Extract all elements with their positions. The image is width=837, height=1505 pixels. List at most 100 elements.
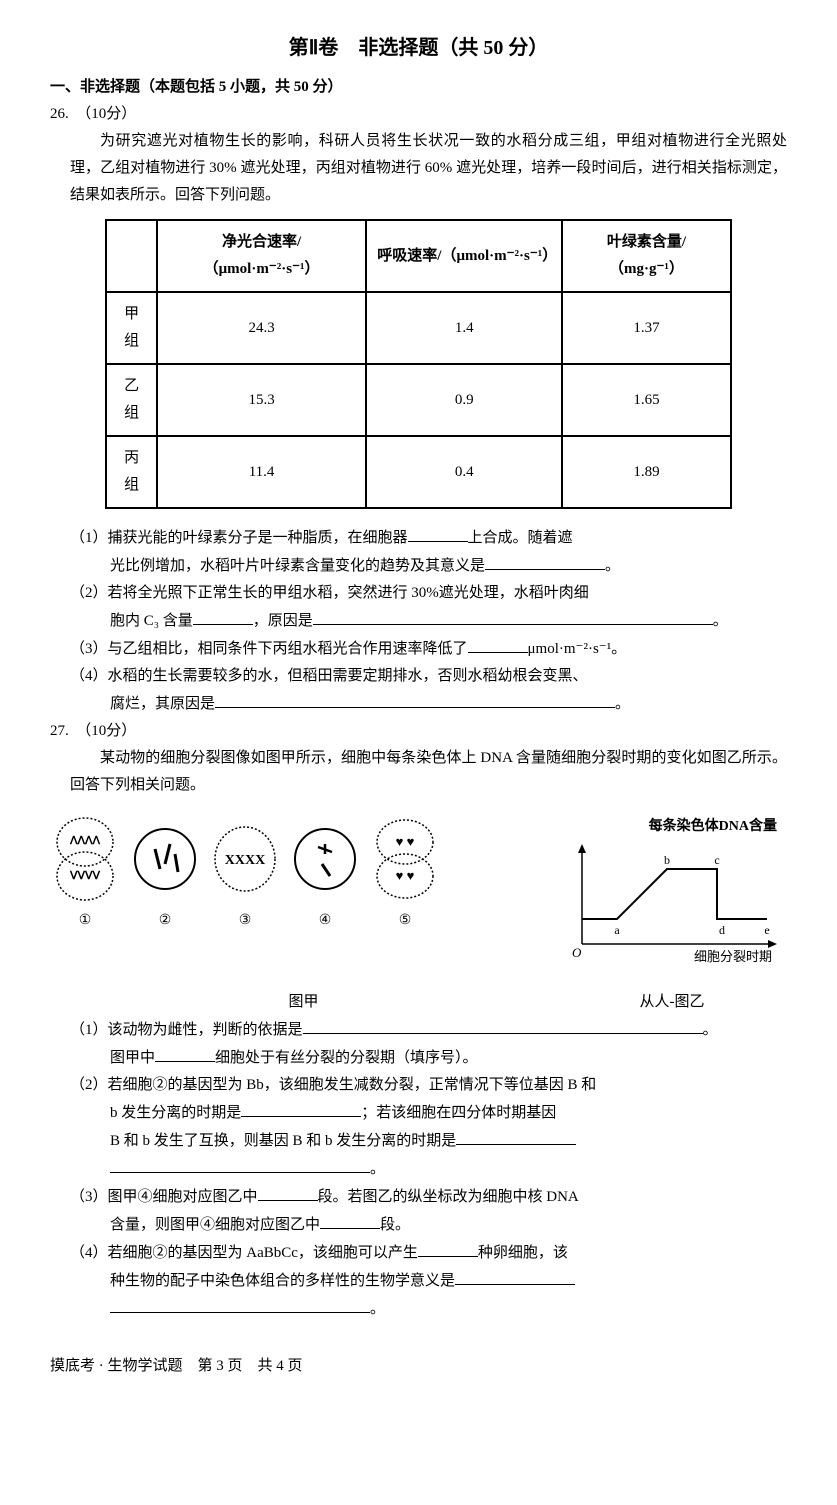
table-row: 乙组 15.3 0.9 1.65 bbox=[106, 364, 730, 436]
q26-sub2-cont: 胞内 C₃ 含量 ，原因是 。 bbox=[110, 607, 787, 635]
table-header-row: 净光合速率/（μmol·m⁻²·s⁻¹） 呼吸速率/（μmol·m⁻²·s⁻¹）… bbox=[106, 220, 730, 292]
text: 。 bbox=[370, 1301, 385, 1317]
q26-sub1: （1）捕获光能的叶绿素分子是一种脂质，在细胞器上合成。随着遮 bbox=[70, 524, 787, 552]
q27-sub2: （2）若细胞②的基因型为 Bb，该细胞发生减数分裂，正常情况下等位基因 B 和 bbox=[70, 1072, 787, 1099]
q26-intro: 为研究遮光对植物生长的影响，科研人员将生长状况一致的水稻分成三组，甲组对植物进行… bbox=[70, 128, 787, 209]
cell-label: ⑤ bbox=[370, 908, 440, 933]
text: 种卵细胞，该 bbox=[478, 1245, 568, 1261]
q27-number: 27. （10分） bbox=[50, 718, 787, 745]
text: 种生物的配子中染色体组合的多样性的生物学意义是 bbox=[110, 1273, 455, 1289]
chart-box: 每条染色体DNA含量 a b c d e O 细胞分裂时期 bbox=[557, 814, 787, 979]
chart-ylabel: 每条染色体DNA含量 bbox=[557, 814, 787, 839]
text: 胞内 C₃ 含量 bbox=[110, 613, 193, 629]
cell-3: XXXX ③ bbox=[210, 814, 280, 933]
text: ；若该细胞在四分体时期基因 bbox=[361, 1105, 556, 1121]
cell: 甲组 bbox=[106, 292, 157, 364]
blank bbox=[258, 1183, 318, 1201]
blank bbox=[241, 1099, 361, 1117]
blank bbox=[155, 1044, 215, 1062]
text: 上合成。随着遮 bbox=[468, 530, 573, 546]
text: 段。若图乙的纵坐标改为细胞中核 DNA bbox=[318, 1189, 579, 1205]
cell-diagram-icon: XXXX bbox=[210, 814, 280, 904]
cell-1: ᐱᐱᐱᐱ ᐯᐯᐯᐯ ① bbox=[50, 814, 120, 933]
q27-sub4-cont: 种生物的配子中染色体组合的多样性的生物学意义是 bbox=[110, 1267, 787, 1295]
blank bbox=[110, 1155, 370, 1173]
point-e: e bbox=[764, 923, 769, 937]
text: 光比例增加，水稻叶片叶绿素含量变化的趋势及其意义是 bbox=[110, 558, 485, 574]
cell-label: ② bbox=[130, 908, 200, 933]
q27-sub2-cont: b 发生分离的时期是 ；若该细胞在四分体时期基因 bbox=[110, 1099, 787, 1127]
cell: 24.3 bbox=[157, 292, 366, 364]
point-d: d bbox=[719, 923, 725, 937]
fig1-caption: 图甲 bbox=[50, 989, 557, 1016]
th2: 呼吸速率/（μmol·m⁻²·s⁻¹） bbox=[366, 220, 562, 292]
blank bbox=[215, 690, 615, 708]
cell: 0.9 bbox=[366, 364, 562, 436]
cell: 15.3 bbox=[157, 364, 366, 436]
cell-diagram-icon bbox=[290, 814, 360, 904]
svg-text:♥ ♥: ♥ ♥ bbox=[396, 868, 415, 883]
q26-sub2: （2）若将全光照下正常生长的甲组水稻，突然进行 30%遮光处理，水稻叶肉细 bbox=[70, 580, 787, 607]
cell: 丙组 bbox=[106, 436, 157, 508]
cell-4: ④ bbox=[290, 814, 360, 933]
cell: 1.4 bbox=[366, 292, 562, 364]
svg-text:♥ ♥: ♥ ♥ bbox=[396, 834, 415, 849]
q27-sub3: （3）图甲④细胞对应图乙中 段。若图乙的纵坐标改为细胞中核 DNA bbox=[70, 1183, 787, 1211]
q27-sub1-cont: 图甲中 细胞处于有丝分裂的分裂期（填序号）。 bbox=[110, 1044, 787, 1072]
q27-sub4: （4）若细胞②的基因型为 AaBbCc，该细胞可以产生 种卵细胞，该 bbox=[70, 1239, 787, 1267]
point-a: a bbox=[614, 923, 620, 937]
q26-sub4: （4）水稻的生长需要较多的水，但稻田需要定期排水，否则水稻幼根会变黑、 bbox=[70, 663, 787, 690]
line-chart-icon: a b c d e O 细胞分裂时期 bbox=[557, 839, 787, 969]
cell: 1.37 bbox=[562, 292, 731, 364]
blank bbox=[320, 1211, 380, 1229]
cell: 11.4 bbox=[157, 436, 366, 508]
cell-label: ① bbox=[50, 908, 120, 933]
figures-row: ᐱᐱᐱᐱ ᐯᐯᐯᐯ ① ② XXXX ③ bbox=[50, 814, 787, 979]
blank bbox=[110, 1295, 370, 1313]
text: 含量，则图甲④细胞对应图乙中 bbox=[110, 1217, 320, 1233]
text: b 发生分离的时期是 bbox=[110, 1105, 241, 1121]
text: 。 bbox=[713, 613, 728, 629]
blank bbox=[303, 1016, 703, 1034]
text: （4）若细胞②的基因型为 AaBbCc，该细胞可以产生 bbox=[70, 1245, 418, 1261]
q26-number: 26. （10分） bbox=[50, 101, 787, 128]
text: （3）与乙组相比，相同条件下丙组水稻光合作用速率降低了 bbox=[70, 641, 468, 657]
cell-label: ③ bbox=[210, 908, 280, 933]
blank bbox=[313, 607, 713, 625]
q27-sub2-cont2: B 和 b 发生了互换，则基因 B 和 b 发生分离的时期是 bbox=[110, 1127, 787, 1155]
cell-diagrams: ᐱᐱᐱᐱ ᐯᐯᐯᐯ ① ② XXXX ③ bbox=[50, 814, 547, 933]
th3: 叶绿素含量/（mg·g⁻¹） bbox=[562, 220, 731, 292]
fig2-caption: 从人-图乙 bbox=[557, 989, 787, 1016]
text: 段。 bbox=[380, 1217, 410, 1233]
cell: 1.89 bbox=[562, 436, 731, 508]
blank bbox=[418, 1239, 478, 1257]
text: B 和 b 发生了互换，则基因 B 和 b 发生分离的时期是 bbox=[110, 1133, 456, 1149]
blank bbox=[408, 524, 468, 542]
q26-table: 净光合速率/（μmol·m⁻²·s⁻¹） 呼吸速率/（μmol·m⁻²·s⁻¹）… bbox=[105, 219, 731, 509]
text: 。 bbox=[615, 696, 630, 712]
text: μmol·m⁻²·s⁻¹。 bbox=[528, 641, 627, 657]
text: 细胞处于有丝分裂的分裂期（填序号）。 bbox=[215, 1050, 478, 1066]
table-row: 丙组 11.4 0.4 1.89 bbox=[106, 436, 730, 508]
th0 bbox=[106, 220, 157, 292]
text: ，原因是 bbox=[253, 613, 313, 629]
svg-text:ᐱᐱᐱᐱ: ᐱᐱᐱᐱ bbox=[69, 835, 101, 847]
blank bbox=[193, 607, 253, 625]
text: 图甲中 bbox=[110, 1050, 155, 1066]
q27-sub2-cont3: 。 bbox=[110, 1155, 787, 1183]
cell-5: ♥ ♥ ♥ ♥ ⑤ bbox=[370, 814, 440, 933]
point-b: b bbox=[664, 853, 670, 867]
text: 。 bbox=[605, 558, 620, 574]
q26-sub3: （3）与乙组相比，相同条件下丙组水稻光合作用速率降低了 μmol·m⁻²·s⁻¹。 bbox=[70, 635, 787, 663]
point-c: c bbox=[714, 853, 719, 867]
q26-sub1-cont: 光比例增加，水稻叶片叶绿素含量变化的趋势及其意义是 。 bbox=[110, 552, 787, 580]
xlabel: 细胞分裂时期 bbox=[694, 949, 772, 964]
text: （3）图甲④细胞对应图乙中 bbox=[70, 1189, 258, 1205]
origin-label: O bbox=[572, 945, 582, 960]
q27-sub1: （1）该动物为雌性，判断的依据是。 bbox=[70, 1016, 787, 1044]
q27-sub3-cont: 含量，则图甲④细胞对应图乙中 段。 bbox=[110, 1211, 787, 1239]
table-row: 甲组 24.3 1.4 1.37 bbox=[106, 292, 730, 364]
section-header: 一、非选择题（本题包括 5 小题，共 50 分） bbox=[50, 74, 787, 101]
blank bbox=[455, 1267, 575, 1285]
text: 。 bbox=[370, 1161, 385, 1177]
